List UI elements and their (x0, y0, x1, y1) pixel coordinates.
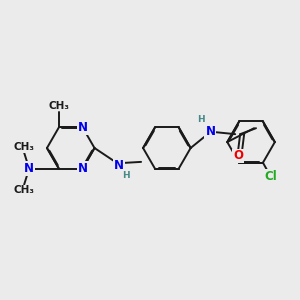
Text: O: O (233, 149, 243, 162)
Text: CH₃: CH₃ (14, 142, 35, 152)
Text: N: N (206, 125, 215, 138)
Text: Cl: Cl (265, 170, 277, 183)
Text: CH₃: CH₃ (14, 185, 35, 195)
Text: H: H (197, 115, 204, 124)
Text: N: N (78, 121, 88, 134)
Text: H: H (122, 171, 130, 180)
Text: CH₃: CH₃ (48, 100, 69, 111)
Text: N: N (114, 159, 124, 172)
Text: N: N (24, 162, 34, 175)
Text: N: N (78, 162, 88, 175)
